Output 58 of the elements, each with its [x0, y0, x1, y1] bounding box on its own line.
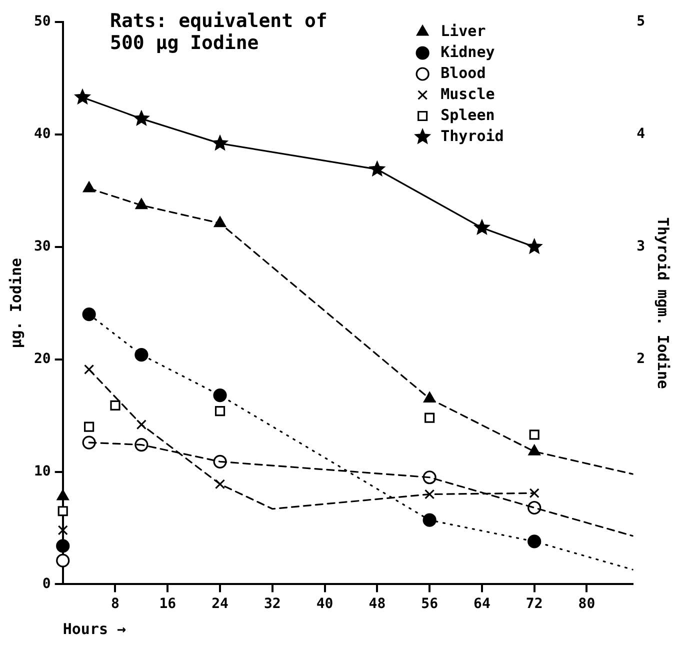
- y2-axis-title: Thyroid mgm. Iodine: [654, 217, 672, 389]
- point: [84, 422, 94, 432]
- y-tick-label: 30: [34, 238, 51, 255]
- point: [528, 534, 542, 548]
- point: [56, 539, 70, 553]
- y2-tick-label: 5: [636, 14, 646, 30]
- point: [529, 430, 540, 440]
- point: [528, 444, 540, 456]
- legend-label: Kidney: [440, 42, 495, 61]
- point: [110, 400, 120, 410]
- point: [529, 488, 540, 498]
- point: [136, 419, 146, 430]
- point: [473, 218, 491, 236]
- point: [134, 348, 148, 362]
- point: [132, 110, 150, 126]
- legend-label: Muscle: [440, 84, 495, 103]
- x-tick-label: 80: [578, 596, 596, 612]
- y2-tick-label: 2: [636, 350, 646, 367]
- point: [526, 238, 543, 254]
- x-tick-label: 32: [264, 596, 281, 612]
- point: [58, 506, 68, 516]
- point: [56, 554, 70, 568]
- x-tick-label: 48: [368, 596, 386, 612]
- legend-label: Thyroid: [440, 126, 504, 145]
- point: [214, 406, 226, 416]
- chart-title: Rats: equivalent of 500 µg Iodine: [110, 10, 328, 54]
- x-tick-label: 40: [316, 596, 334, 612]
- point: [82, 436, 96, 450]
- x-tick-label: 64: [474, 596, 490, 612]
- y2-tick-label: 3: [636, 238, 646, 255]
- x-tick-label: 24: [212, 596, 228, 612]
- y-tick-label: 40: [34, 126, 51, 142]
- point: [213, 388, 227, 402]
- legend-label: Spleen: [440, 106, 495, 124]
- point: [58, 525, 68, 536]
- legend-label: Blood: [440, 64, 486, 82]
- point: [214, 479, 226, 490]
- point: [211, 134, 229, 151]
- point: [82, 308, 96, 322]
- point: [84, 364, 94, 374]
- y-axis-title: µg. Iodine: [6, 258, 25, 348]
- point: [422, 513, 436, 527]
- x-tick-label: 72: [526, 596, 543, 612]
- y-tick-label: 50: [34, 14, 51, 30]
- point: [74, 88, 92, 105]
- point: [368, 160, 386, 177]
- y-tick-label: 10: [34, 463, 51, 480]
- point: [424, 412, 435, 423]
- x-tick-label: 16: [159, 596, 176, 612]
- point: [135, 198, 148, 210]
- legend-label: Liver: [440, 22, 486, 40]
- x-tick-label: 8: [111, 596, 120, 612]
- y-tick-label: 0: [42, 576, 51, 592]
- point: [424, 489, 435, 500]
- y-tick-label: 20: [34, 350, 51, 367]
- x-tick-label: 56: [421, 596, 438, 612]
- x-axis-title: Hours →: [62, 620, 126, 638]
- y2-tick-label: 4: [636, 126, 646, 142]
